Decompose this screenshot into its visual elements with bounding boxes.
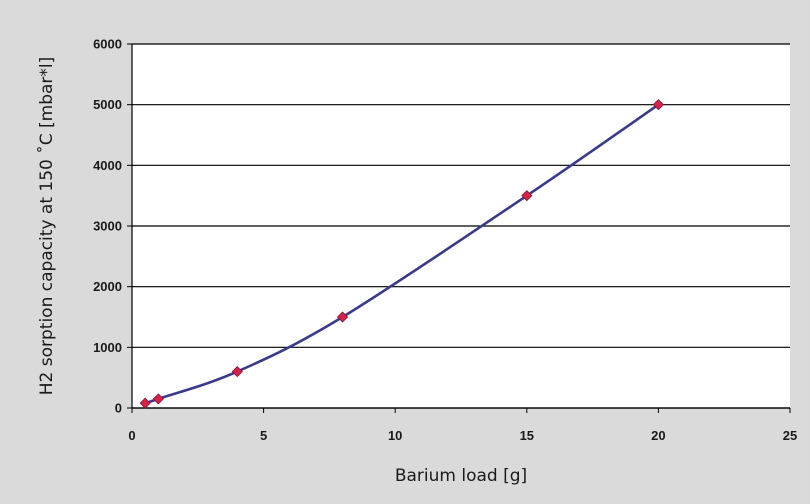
series-layer — [139, 99, 664, 409]
x-tick-label: 20 — [651, 428, 665, 443]
y-tick-label: 4000 — [93, 158, 122, 173]
x-tick-label: 25 — [783, 428, 797, 443]
x-axis-title: Barium load [g] — [395, 466, 527, 486]
y-tick-label: 1000 — [93, 340, 122, 355]
x-tick-label: 15 — [520, 428, 534, 443]
y-tick-label: 2000 — [93, 279, 122, 294]
y-tick-label: 3000 — [93, 219, 122, 234]
y-tick-label: 5000 — [93, 97, 122, 112]
y-axis-title: H2 sorption capacity at 150 ˚C [mbar*l] — [36, 57, 57, 396]
x-tick-label: 10 — [388, 428, 402, 443]
axes — [127, 43, 791, 413]
data-point-marker — [652, 99, 664, 111]
data-point-marker — [231, 366, 243, 378]
y-tick-label: 0 — [115, 401, 122, 416]
tick-labels: 0 1000 2000 3000 4000 5000 6000 0 5 10 15 20 25 — [93, 37, 797, 444]
x-tick-label: 0 — [128, 428, 135, 443]
y-tick-label: 6000 — [93, 37, 122, 52]
data-point-marker — [139, 397, 151, 409]
data-point-marker — [336, 311, 349, 323]
data-point-marker — [152, 393, 164, 405]
data-point-marker — [521, 190, 533, 202]
x-tick-label: 5 — [260, 428, 267, 443]
